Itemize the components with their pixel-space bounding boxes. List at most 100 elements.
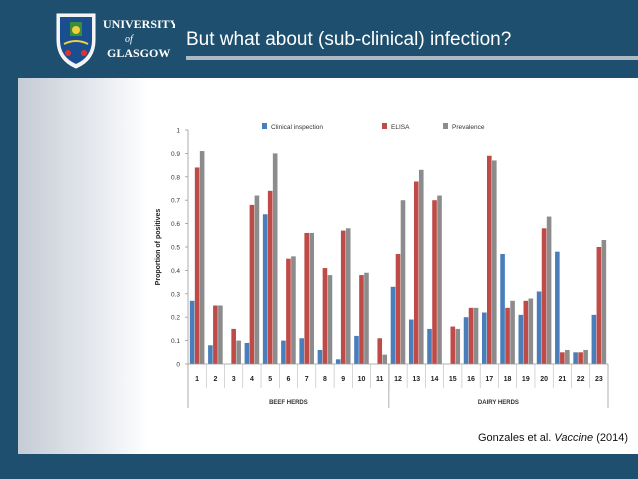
- y-tick-label: 0.9: [171, 151, 180, 158]
- bar-clinical-inspection: [244, 342, 250, 364]
- bar-elisa: [194, 167, 200, 364]
- bar-clinical-inspection: [281, 340, 286, 364]
- x-tick-label: 14: [431, 376, 439, 383]
- bar-prevalence: [309, 232, 314, 364]
- logo-line2: GLASGOW: [107, 46, 170, 60]
- bar-prevalence: [528, 298, 534, 364]
- bar-clinical-inspection: [518, 314, 524, 364]
- bar-prevalence: [327, 275, 333, 364]
- slide-title: But what about (sub-clinical) infection?: [186, 29, 512, 50]
- bar-prevalence: [400, 200, 406, 364]
- y-tick-label: 0.4: [171, 268, 180, 275]
- legend-label: Prevalence: [452, 124, 485, 131]
- bar-elisa: [249, 204, 255, 364]
- bar-elisa: [487, 155, 492, 364]
- x-tick-label: 3: [232, 376, 236, 383]
- bar-clinical-inspection: [390, 286, 396, 364]
- logo-line1: UNIVERSITY: [103, 17, 175, 31]
- bar-prevalence: [546, 216, 552, 364]
- bar-prevalence: [345, 228, 351, 364]
- citation-authors: Gonzales et al.: [477, 432, 552, 444]
- bar-clinical-inspection: [591, 314, 597, 364]
- bar-clinical-inspection: [317, 349, 323, 364]
- bar-clinical-inspection: [408, 319, 414, 364]
- bar-elisa: [340, 230, 346, 364]
- bar-elisa: [560, 352, 565, 364]
- x-tick-label: 6: [286, 376, 290, 383]
- bar-prevalence: [218, 305, 223, 364]
- university-of-glasgow-logo: UNIVERSITY of GLASGOW: [56, 13, 175, 69]
- bar-clinical-inspection: [463, 317, 469, 364]
- bar-elisa: [304, 232, 309, 364]
- x-tick-label: 8: [323, 376, 327, 383]
- bar-clinical-inspection: [208, 345, 213, 364]
- bar-clinical-inspection: [555, 251, 560, 364]
- crest-icon: [56, 13, 96, 69]
- bar-prevalence: [254, 195, 260, 364]
- bar-clinical-inspection: [427, 328, 432, 364]
- x-tick-label: 9: [341, 376, 345, 383]
- bar-clinical-inspection: [482, 312, 487, 364]
- bar-prevalence: [565, 349, 570, 364]
- bar-elisa: [505, 307, 510, 364]
- bar-prevalence: [437, 195, 442, 364]
- x-tick-label: 2: [213, 376, 217, 383]
- y-tick-label: 0.6: [171, 221, 180, 228]
- x-tick-label: 11: [376, 376, 384, 383]
- bar-clinical-inspection: [536, 291, 542, 364]
- x-tick-label: 7: [305, 376, 309, 383]
- bar-prevalence: [418, 169, 424, 364]
- bar-clinical-inspection: [262, 214, 268, 364]
- y-tick-label: 1: [176, 128, 180, 135]
- bar-elisa: [359, 275, 364, 364]
- y-tick-label: 0.7: [171, 198, 180, 205]
- bar-prevalence: [473, 307, 479, 364]
- citation-journal: Vaccine: [554, 432, 594, 444]
- legend-swatch: [443, 123, 448, 129]
- bar-elisa: [541, 228, 547, 364]
- bar-clinical-inspection: [299, 338, 304, 364]
- legend-swatch: [382, 123, 387, 129]
- bar-elisa: [523, 300, 529, 364]
- x-tick-label: 23: [595, 376, 603, 383]
- bar-clinical-inspection: [573, 352, 578, 364]
- x-tick-label: 15: [449, 376, 457, 383]
- footer-band: [0, 454, 638, 479]
- bar-chart: 0 0.1 0.2 0.3 0.4 0.5 0.6 0.7 0.8 0.9 1 Proportion …: [155, 123, 609, 408]
- x-tick-label: 12: [394, 376, 402, 383]
- legend-label: ELISA: [391, 124, 410, 131]
- x-group-label: BEEF HERDS: [269, 400, 308, 406]
- x-tick-label: 13: [412, 376, 420, 383]
- x-tick-label: 21: [558, 376, 566, 383]
- citation: Gonzales et al. Vaccine (2014): [478, 432, 628, 444]
- bar-prevalence: [291, 256, 296, 364]
- bar-elisa: [231, 328, 236, 364]
- citation-year: (2014): [596, 432, 628, 444]
- x-tick-label: 17: [485, 376, 493, 383]
- bar-elisa: [468, 307, 474, 364]
- y-tick-label: 0: [176, 362, 180, 369]
- bar-clinical-inspection: [189, 300, 195, 364]
- bar-elisa: [286, 258, 291, 364]
- x-tick-label: 20: [540, 376, 548, 383]
- bar-elisa: [267, 190, 273, 364]
- x-tick-label: 10: [358, 376, 366, 383]
- bar-prevalence: [492, 160, 497, 364]
- x-tick-label: 4: [250, 376, 254, 383]
- slide-header: UNIVERSITY of GLASGOW But what about (su…: [0, 0, 638, 78]
- bar-prevalence: [364, 272, 369, 364]
- bar-elisa: [596, 247, 602, 364]
- logo-of: of: [125, 34, 134, 45]
- y-tick-label: 0.3: [171, 291, 180, 298]
- title-underline: [186, 56, 638, 60]
- bar-elisa: [413, 181, 419, 364]
- bar-elisa: [450, 326, 456, 364]
- x-tick-label: 16: [467, 376, 475, 383]
- bar-clinical-inspection: [335, 359, 341, 364]
- bar-elisa: [432, 200, 437, 364]
- bar-prevalence: [583, 349, 588, 364]
- bar-prevalence: [455, 328, 461, 364]
- x-tick-label: 1: [195, 376, 199, 383]
- bar-prevalence: [601, 239, 607, 364]
- bar-elisa: [578, 352, 583, 364]
